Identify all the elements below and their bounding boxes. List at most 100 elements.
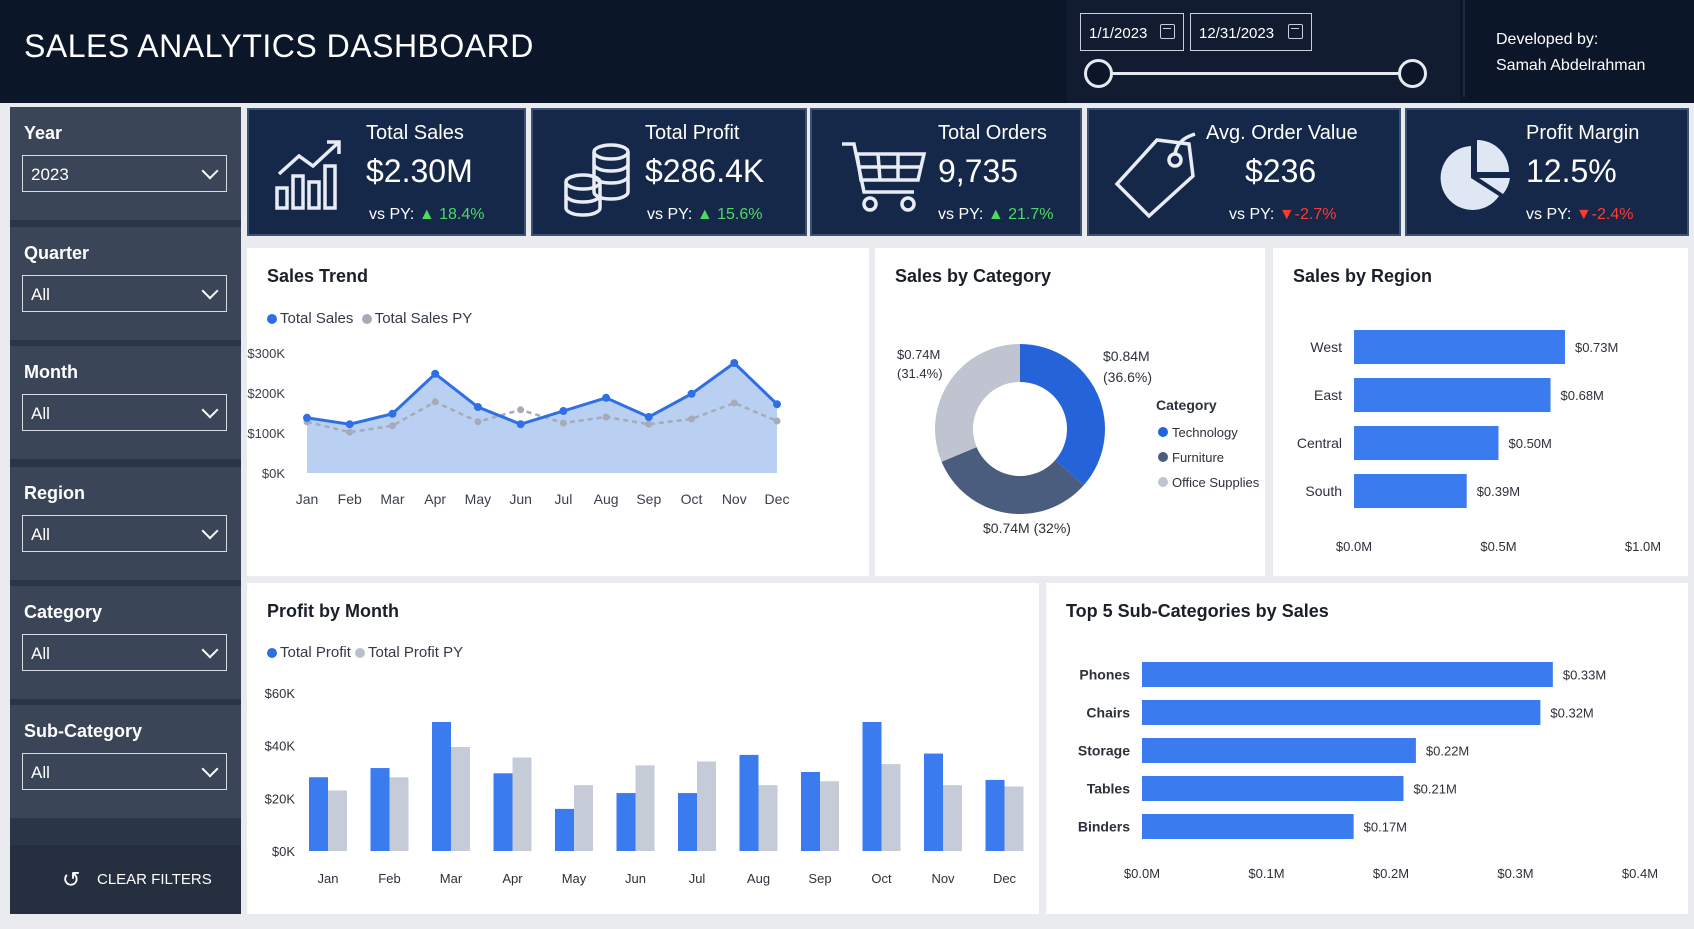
bar-total-profit-py xyxy=(451,746,470,851)
developed-by-label: Developed by: xyxy=(1496,31,1599,48)
chevron-down-icon xyxy=(201,760,219,778)
chevron-down-icon xyxy=(201,162,219,180)
trend-up-icon: ▲ xyxy=(696,206,713,223)
profit-by-month-chart[interactable]: $0K $20K $40K $60K Jan Feb Mar Apr May Jun Jul Aug S… xyxy=(247,583,1039,914)
developer-credit: Developed by: Samah Abdelrahman xyxy=(1496,27,1645,79)
data-point-sales xyxy=(559,407,568,415)
data-point-sales xyxy=(644,413,653,421)
x-tick-label: Dec xyxy=(993,871,1017,886)
legend-label: Total Sales PY xyxy=(374,310,473,327)
start-date-input[interactable]: 1/1/2023 xyxy=(1080,13,1184,51)
calendar-icon[interactable] xyxy=(1288,24,1303,39)
data-label: $0.17M xyxy=(1364,820,1407,835)
filter-label: Month xyxy=(24,362,78,382)
chart-legend: Total Sales Total Sales PY xyxy=(267,310,472,327)
bar-total-profit-py xyxy=(389,777,409,851)
kpi-label: Total Sales xyxy=(366,122,464,144)
x-tick-label: Feb xyxy=(338,491,362,507)
coins-icon xyxy=(564,143,630,217)
kpi-delta: -2.4% xyxy=(1591,206,1634,223)
date-slider-start-handle[interactable] xyxy=(1084,59,1113,88)
reset-icon: ↺ xyxy=(62,867,81,892)
legend-swatch xyxy=(355,648,366,658)
price-tag-icon xyxy=(1114,132,1196,219)
filter-label: Region xyxy=(24,483,85,503)
top-subcategories-chart[interactable]: Phones $0.33M Chairs $0.32M Storage $0.22M Tab… xyxy=(1046,583,1688,914)
kpi-label: Avg. Order Value xyxy=(1206,122,1358,144)
category-label: Binders xyxy=(1078,819,1130,835)
month-dropdown[interactable]: All xyxy=(22,394,227,431)
panel-title: Sales Trend xyxy=(267,266,369,286)
x-tick-label: $0.5M xyxy=(1480,539,1516,554)
bar-central xyxy=(1354,426,1499,460)
dropdown-value: All xyxy=(31,404,50,423)
bar-west xyxy=(1354,330,1565,364)
year-dropdown[interactable]: 2023 xyxy=(22,155,227,192)
sales-by-category-chart[interactable]: $0.84M (36.6%) $0.74M (31.4%) $0.74M (32%) Ca… xyxy=(875,248,1265,576)
kpi-value: $286.4K xyxy=(645,153,765,189)
dropdown-value: All xyxy=(31,763,50,782)
bar-binders xyxy=(1142,814,1354,839)
bar-total-profit-py xyxy=(328,790,347,851)
x-tick-label: Dec xyxy=(765,491,790,507)
kpi-label: Total Orders xyxy=(938,122,1047,144)
sub-category-dropdown[interactable]: All xyxy=(22,753,227,790)
sales-trend-chart[interactable]: $0K $100K $200K $300K Jan Feb Mar Apr May Jun Jul A… xyxy=(247,248,869,576)
bar-total-profit xyxy=(739,754,759,851)
kpi-value: $236 xyxy=(1245,153,1317,189)
x-tick-label: Aug xyxy=(594,491,619,507)
region-dropdown[interactable]: All xyxy=(22,515,227,552)
category-label: Storage xyxy=(1078,743,1130,759)
vs-py-label: vs PY: xyxy=(1526,206,1572,223)
slice-pct: (31.4%) xyxy=(897,366,943,381)
data-point-sales xyxy=(730,359,739,367)
y-tick-label: $300K xyxy=(247,346,285,361)
filter-label: Year xyxy=(24,123,63,143)
pie-chart-icon xyxy=(1440,140,1510,210)
clear-filters-button[interactable]: ↺ CLEAR FILTERS xyxy=(10,845,241,914)
x-tick-label: May xyxy=(465,491,491,507)
end-date-input[interactable]: 12/31/2023 xyxy=(1190,13,1312,51)
category-dropdown[interactable]: All xyxy=(22,634,227,671)
bar-total-profit-py xyxy=(574,785,593,851)
page-title: SALES ANALYTICS DASHBOARD xyxy=(24,28,534,64)
legend-label: Office Supplies xyxy=(1172,475,1260,490)
y-tick-label: $0K xyxy=(262,466,285,481)
bar-total-profit xyxy=(985,779,1005,851)
developer-name: Samah Abdelrahman xyxy=(1496,57,1646,74)
date-slider-track[interactable] xyxy=(1100,72,1413,75)
date-range-slicer: 1/1/2023 12/31/2023 xyxy=(1067,0,1460,103)
x-tick-label: Apr xyxy=(502,871,523,886)
top-subcategories-panel: Top 5 Sub-Categories by Sales Phones $0.3… xyxy=(1046,583,1688,914)
bar-south xyxy=(1354,474,1467,508)
x-tick-label: Mar xyxy=(440,871,463,886)
legend-swatch xyxy=(267,648,277,658)
filter-month: Month All xyxy=(10,346,241,463)
clear-filters-label: CLEAR FILTERS xyxy=(97,871,212,888)
dropdown-value: All xyxy=(31,644,50,663)
x-tick-label: $0.2M xyxy=(1373,866,1409,881)
trend-up-icon: ▲ xyxy=(987,206,1004,223)
start-date-value: 1/1/2023 xyxy=(1089,25,1148,42)
date-slider-end-handle[interactable] xyxy=(1398,59,1427,88)
sales-by-category-panel: Sales by Category $0.84M (36.6%) $0.74M (31… xyxy=(875,248,1265,576)
x-tick-label: Apr xyxy=(424,491,446,507)
x-tick-label: Mar xyxy=(380,491,404,507)
trend-down-icon: ▼ xyxy=(1278,206,1295,223)
bar-total-profit xyxy=(555,808,574,851)
data-point-sales xyxy=(431,369,440,378)
x-tick-label: Nov xyxy=(722,491,747,507)
data-point-sales xyxy=(687,389,696,398)
data-label: $0.33M xyxy=(1563,668,1606,683)
x-tick-label: May xyxy=(562,871,587,886)
bar-total-profit xyxy=(493,773,513,851)
bar-total-profit xyxy=(432,721,451,851)
data-point-sales xyxy=(303,413,311,422)
calendar-icon[interactable] xyxy=(1160,24,1175,39)
category-label: West xyxy=(1310,339,1342,355)
quarter-dropdown[interactable]: All xyxy=(22,275,227,312)
kpi-card-total-profit: Total Profit $286.4K vs PY: ▲ 15.6% xyxy=(531,108,807,236)
data-point-sales xyxy=(473,403,482,411)
sales-by-region-chart[interactable]: West $0.73M East $0.68M Central $0.50M South $0… xyxy=(1273,248,1688,576)
legend-swatch xyxy=(1158,452,1168,462)
